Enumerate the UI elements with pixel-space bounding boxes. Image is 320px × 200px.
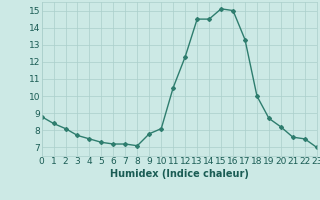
X-axis label: Humidex (Indice chaleur): Humidex (Indice chaleur) <box>110 169 249 179</box>
